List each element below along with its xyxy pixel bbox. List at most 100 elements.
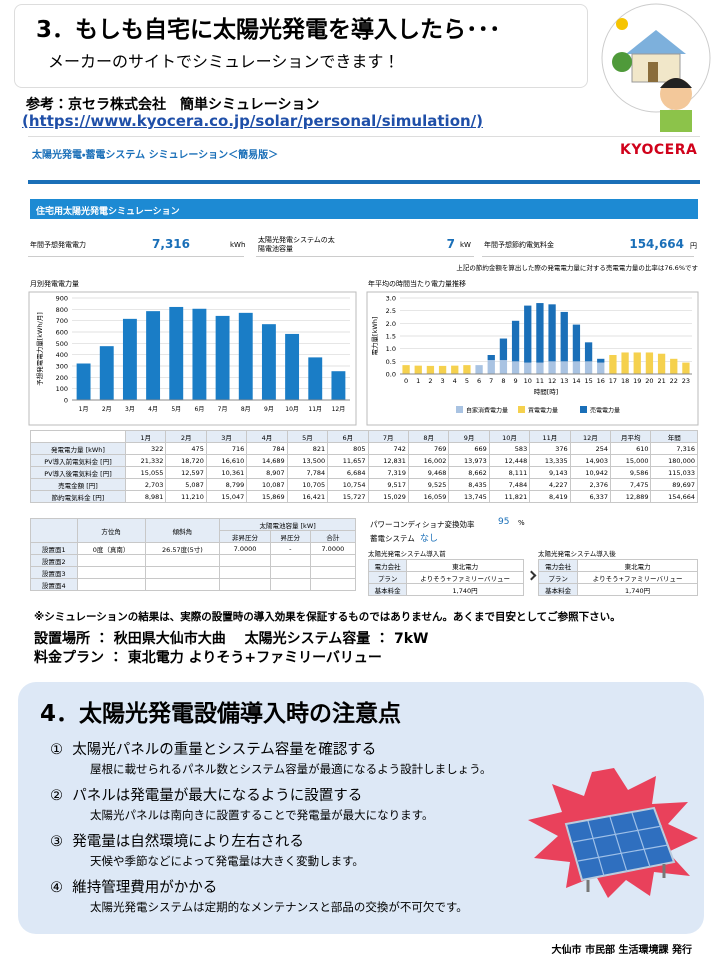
table-cell [144,578,221,591]
row-header: 設置面2 [30,554,78,567]
table-cell: 21,332 [124,454,167,467]
summary-rule [482,256,694,257]
bar [169,306,184,400]
bar-segment [499,360,508,374]
table-cell: 15,000 [610,454,652,467]
table-cell: 9,468 [407,466,450,479]
table-row: プラン よりそう+ファミリーバリュー [537,571,698,584]
bar-segment [487,360,495,374]
bar [76,363,91,400]
table-cell: 784 [246,442,288,455]
x-tick-label: 4 [453,377,457,385]
bar-segment [511,320,520,362]
table-cell: 154,664 [650,490,698,503]
row-header: 売電金額 [円] [30,478,126,491]
legend-label: 買電電力量 [528,407,558,415]
bar-segment [584,342,593,362]
header-title: 3．もしも自宅に太陽光発電を導入したら･･･ [36,17,501,43]
bar [215,315,230,400]
table-cell: 769 [407,442,450,455]
row-header: 電力会社 [367,559,408,572]
bar-segment [657,353,666,374]
table-header: 傾斜角 [144,518,221,543]
x-tick-label: 6 [477,377,481,385]
table-cell: 10,361 [205,466,248,479]
bar [261,324,276,400]
x-tick-label: 5 [465,377,469,385]
bar-segment [548,361,556,374]
x-tick-label: 22 [670,377,678,385]
y-tick-label: 700 [56,317,68,325]
table-header: 4月 [246,430,288,443]
bar-segment [572,324,581,362]
row-header: 設置面4 [30,578,78,591]
y-tick-label: 3.0 [386,295,396,303]
legend-label: 自家消費電力量 [466,407,508,415]
table-cell: 1,740円 [406,583,524,596]
table-cell: 15,727 [327,490,369,503]
bar-segment [463,365,471,374]
item-body: 太陽光パネルは南向きに設置することで発電量が最大になります。 [90,808,434,822]
table-cell: 9,143 [529,466,571,479]
table-cell: 13,500 [286,454,329,467]
table-cell: 2,703 [124,478,167,491]
table-cell: 322 [124,442,167,455]
table-cell [269,578,311,591]
table-cell: 376 [529,442,571,455]
y-tick-label: 2.0 [386,320,396,328]
reference-url[interactable]: (https://www.kyocera.co.jp/solar/persona… [22,112,484,130]
table-cell: 6,684 [327,466,369,479]
table-header: 年間 [650,430,698,443]
y-tick-label: 1.5 [386,333,396,341]
table-cell: 8,435 [448,478,490,491]
condition: 料金プラン ： 東北電力 よりそう+ファミリーバリュー [34,650,382,666]
row-header: 基本料金 [537,583,579,596]
table-cell: 10,087 [246,478,288,491]
row-header: 節約電気料金 [円] [30,490,126,503]
x-tick-label: 16 [597,377,605,385]
table-cell: 8,662 [448,466,490,479]
table-cell: 742 [367,442,409,455]
table-cell: 12,448 [488,454,531,467]
y-tick-label: 200 [56,374,68,382]
item-heading: ② パネルは発電量が最大になるように設置する [50,788,363,804]
y-tick-label: 400 [56,351,68,359]
bar-segment [451,365,459,374]
item-body: 天候や季節などによって発電量は大きく変動します。 [90,854,364,868]
table-cell: 15,869 [246,490,288,503]
y-tick-label: 0.0 [386,371,396,379]
x-tick-label: 1 [416,377,420,385]
x-tick-label: 8月 [241,406,251,413]
x-tick-label: 11月 [308,406,322,413]
bar-segment [682,362,690,374]
y-axis-label: 予想発電電力量[kWh/月] [35,312,44,386]
table-cell: 8,981 [124,490,167,503]
table-cell: 11,657 [327,454,369,467]
table-cell [219,554,271,567]
table-cell: 16,059 [407,490,450,503]
table-header: 昇圧分 [269,530,311,543]
x-tick-label: 9 [514,377,518,385]
x-tick-label: 4月 [148,406,158,413]
table-cell [144,554,221,567]
row-header: 発電電力量 [kWh] [30,442,126,455]
table-cell: 5,087 [165,478,207,491]
bar [192,308,207,400]
table-cell: 14,903 [569,454,612,467]
table-cell: 0度（真南） [76,542,146,555]
table-cell: 610 [610,442,652,455]
item-heading: ④ 維持管理費用がかかる [50,880,218,896]
table-row: 基本料金 1,740円 [367,583,524,596]
table-cell: よりそう+ファミリーバリュー [406,571,524,584]
illustration [601,3,711,132]
y-tick-label: 1.0 [386,345,396,353]
x-tick-label: 7 [489,377,493,385]
plan-title: 太陽光発電システム導入前 [368,550,446,558]
bar [238,312,253,400]
install-table: 方位角 傾斜角 太陽電池容量 [kW] 非昇圧分 昇圧分 合計 設置面1 0度（真南） 26.5… [30,518,357,591]
table-header: 9月 [448,430,490,443]
bar-segment [536,303,544,363]
table-row: 発電電力量 [kWh] 322 475 716 784 821 805 742 769 669 58… [30,442,698,455]
x-tick-label: 11 [536,377,544,385]
bar-segment [645,352,654,374]
